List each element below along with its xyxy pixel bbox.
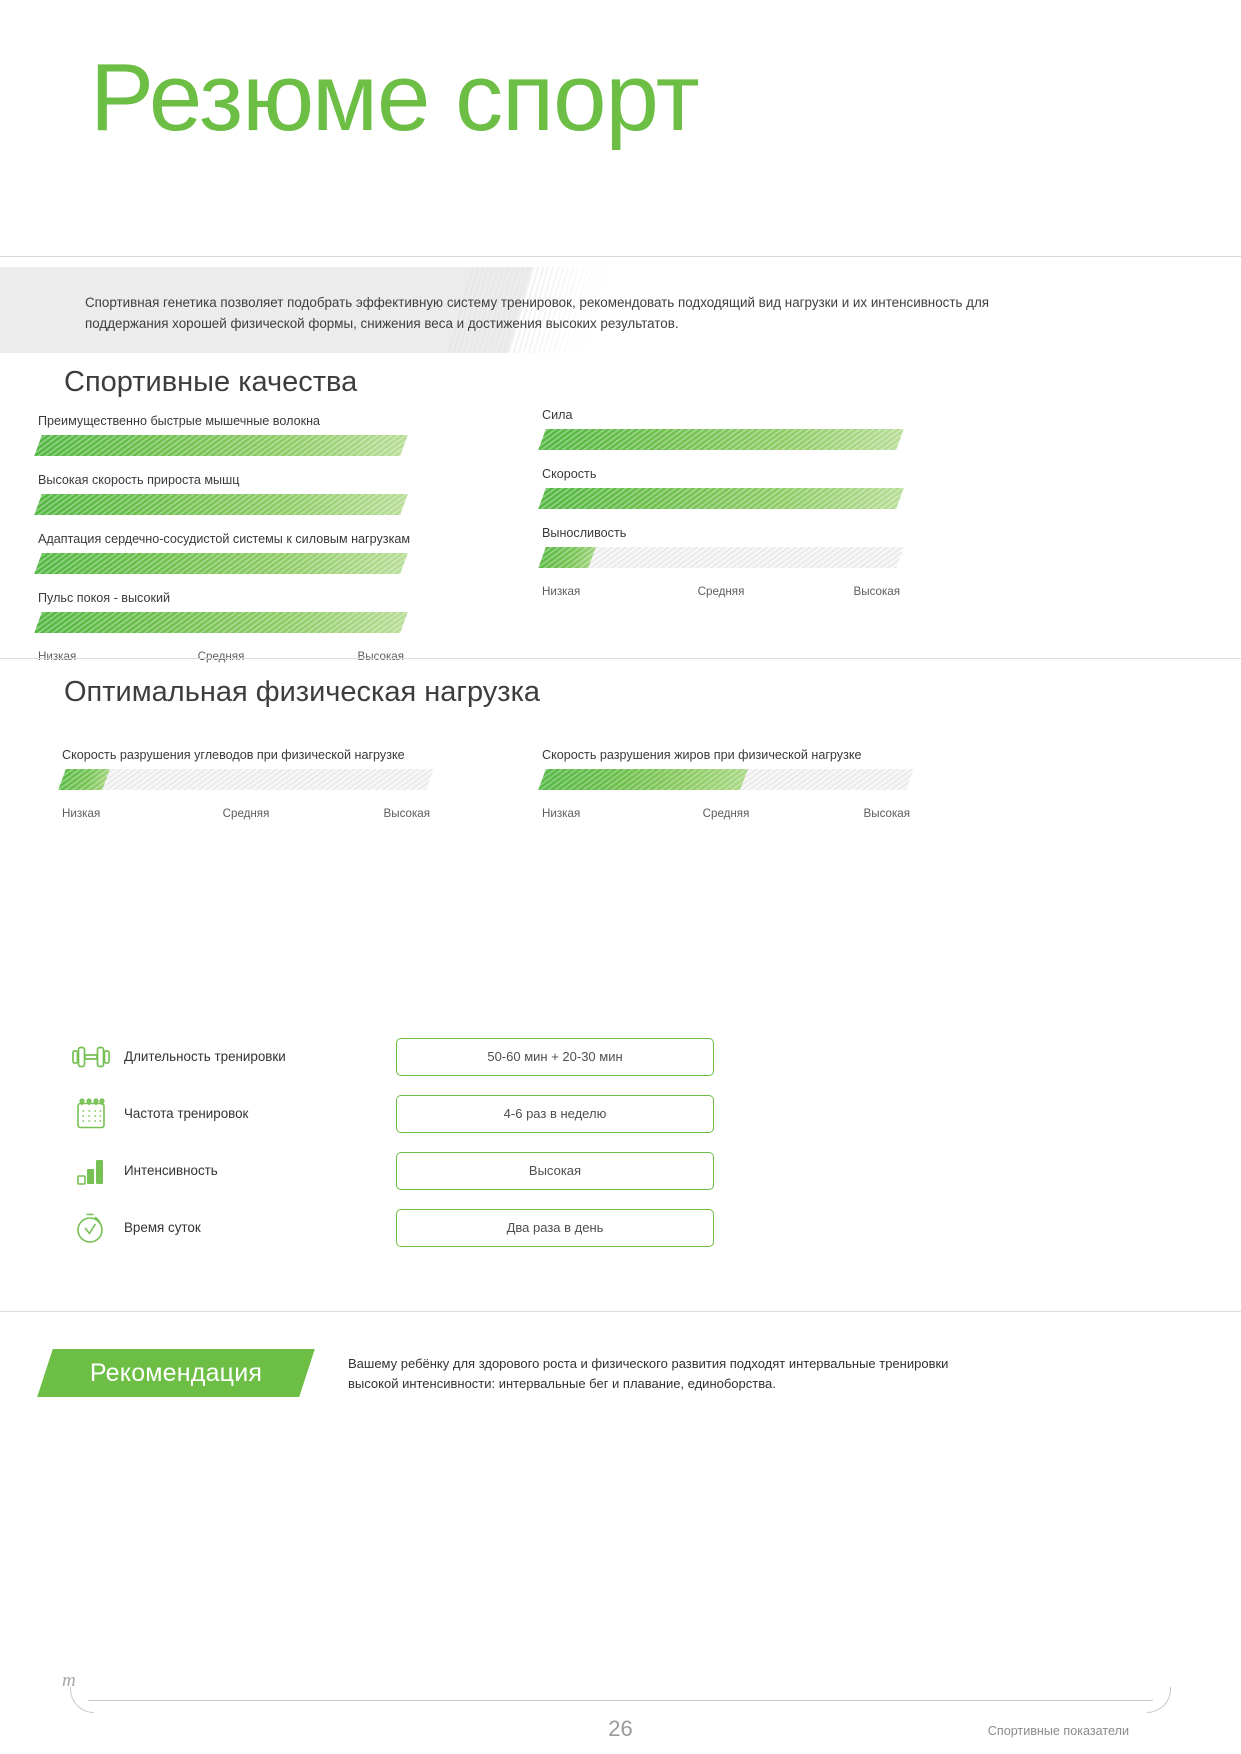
- scale-label-low: Низкая: [542, 807, 581, 821]
- scale-labels: Низкая Средняя Высокая: [62, 807, 430, 823]
- qualities-right-column: Сила Скорость Выносливость Низкая Средня…: [538, 408, 904, 601]
- footer-flourish-icon: m: [62, 1670, 76, 1691]
- bar-item: Скорость разрушения жиров при физической…: [538, 748, 914, 791]
- scale-label-high: Высокая: [383, 807, 431, 821]
- section-heading-load: Оптимальная физическая нагрузка: [64, 676, 541, 708]
- page-footer: m 26 Спортивные показатели: [0, 1640, 1241, 1754]
- param-row-frequency: Частота тренировок 4-6 раз в неделю: [58, 1085, 758, 1142]
- intro-banner: Спортивная генетика позволяет подобрать …: [0, 267, 1241, 353]
- param-label: Интенсивность: [124, 1163, 218, 1178]
- bar-item: Пульс покоя - высокий: [34, 591, 408, 634]
- recommendation-text: Вашему ребёнку для здорового роста и физ…: [348, 1356, 949, 1391]
- dumbbell-icon: [58, 1042, 124, 1072]
- divider-top: [0, 256, 1241, 257]
- bar-fill: [538, 429, 904, 451]
- bar-track: [34, 553, 408, 575]
- load-fats-column: Скорость разрушения жиров при физической…: [538, 748, 914, 823]
- bar-fill: [538, 769, 749, 791]
- bar-fill: [34, 553, 408, 575]
- section-heading-qualities: Спортивные качества: [64, 366, 358, 398]
- scale-labels: Низкая Средняя Высокая: [38, 650, 404, 666]
- bar-item: Сила: [538, 408, 904, 451]
- param-row-duration: Длительность тренировки 50-60 мин + 20-3…: [58, 1028, 758, 1085]
- bar-label: Преимущественно быстрые мышечные волокна: [38, 414, 321, 428]
- scale-label-mid: Средняя: [197, 650, 245, 664]
- footer-curve-right: [1147, 1687, 1171, 1713]
- bar-label: Скорость: [542, 467, 597, 482]
- param-value-time-of-day[interactable]: Два раза в день: [396, 1208, 714, 1247]
- bar-track: [538, 769, 914, 791]
- page-title: Резюме спорт: [90, 44, 700, 151]
- param-label: Время суток: [124, 1220, 201, 1235]
- stopwatch-icon: [58, 1210, 124, 1246]
- bar-track: [538, 429, 904, 451]
- bar-fill: [34, 494, 408, 516]
- divider-lower: [0, 1311, 1241, 1312]
- scale-label-high: Высокая: [863, 807, 911, 821]
- training-parameters: Длительность тренировки 50-60 мин + 20-3…: [58, 1028, 758, 1256]
- bar-fill: [538, 547, 596, 569]
- scale-labels: Низкая Средняя Высокая: [542, 807, 910, 823]
- page-number: 26: [608, 1716, 633, 1741]
- scale-label-low: Низкая: [62, 807, 101, 821]
- bar-label: Выносливость: [542, 526, 627, 541]
- scale-label-high: Высокая: [853, 585, 901, 599]
- param-row-intensity: Интенсивность Высокая: [58, 1142, 758, 1199]
- scale-label-mid: Средняя: [697, 585, 745, 599]
- scale-label-mid: Средняя: [702, 807, 750, 821]
- param-label: Длительность тренировки: [124, 1049, 286, 1064]
- bar-fill: [34, 612, 408, 634]
- bar-item: Скорость: [538, 467, 904, 510]
- bar-item: Скорость разрушения углеводов при физиче…: [58, 748, 434, 791]
- bar-track: [538, 547, 904, 569]
- bar-label: Высокая скорость прироста мышц: [38, 473, 240, 488]
- bar-item: Выносливость: [538, 526, 904, 569]
- intro-text: Спортивная генетика позволяет подобрать …: [85, 295, 990, 331]
- footer-divider: [88, 1700, 1153, 1701]
- param-value-duration[interactable]: 50-60 мин + 20-30 мин: [396, 1037, 714, 1076]
- bar-label: Пульс покоя - высокий: [38, 591, 171, 606]
- scale-label-low: Низкая: [38, 650, 77, 664]
- calendar-icon: [58, 1097, 124, 1131]
- param-value-intensity[interactable]: Высокая: [396, 1151, 714, 1190]
- bar-track: [34, 612, 408, 634]
- divider-middle: [0, 658, 1241, 659]
- bar-track: [34, 494, 408, 516]
- param-value-frequency[interactable]: 4-6 раз в неделю: [396, 1094, 714, 1133]
- bar-item: Преимущественно быстрые мышечные волокна: [34, 414, 408, 457]
- bar-fill: [538, 488, 904, 510]
- load-carbs-column: Скорость разрушения углеводов при физиче…: [58, 748, 434, 823]
- footer-section-name: Спортивные показатели: [987, 1724, 1129, 1738]
- bar-track: [58, 769, 434, 791]
- bar-label: Скорость разрушения жиров при физической…: [542, 748, 862, 762]
- bar-label: Сила: [542, 408, 573, 422]
- bar-item: Адаптация сердечно-сосудистой системы к …: [34, 532, 411, 575]
- param-row-time-of-day: Время суток Два раза в день: [58, 1199, 758, 1256]
- param-label: Частота тренировок: [124, 1106, 249, 1121]
- bar-track: [34, 435, 408, 457]
- bar-label: Адаптация сердечно-сосудистой системы к …: [38, 532, 411, 547]
- title-block: Резюме спорт: [90, 44, 700, 151]
- qualities-left-column: Преимущественно быстрые мышечные волокна…: [34, 414, 411, 666]
- scale-label-high: Высокая: [357, 650, 405, 664]
- bar-chart-icon: [58, 1155, 124, 1187]
- bar-track: [538, 488, 904, 510]
- recommendation-badge-label: Рекомендация: [89, 1358, 263, 1387]
- bar-fill: [34, 435, 408, 457]
- scale-labels: Низкая Средняя Высокая: [542, 585, 900, 601]
- scale-label-low: Низкая: [542, 585, 581, 599]
- bar-fill: [58, 769, 110, 791]
- scale-label-mid: Средняя: [222, 807, 270, 821]
- bar-label: Скорость разрушения углеводов при физиче…: [62, 748, 405, 762]
- bar-item: Высокая скорость прироста мышц: [34, 473, 408, 516]
